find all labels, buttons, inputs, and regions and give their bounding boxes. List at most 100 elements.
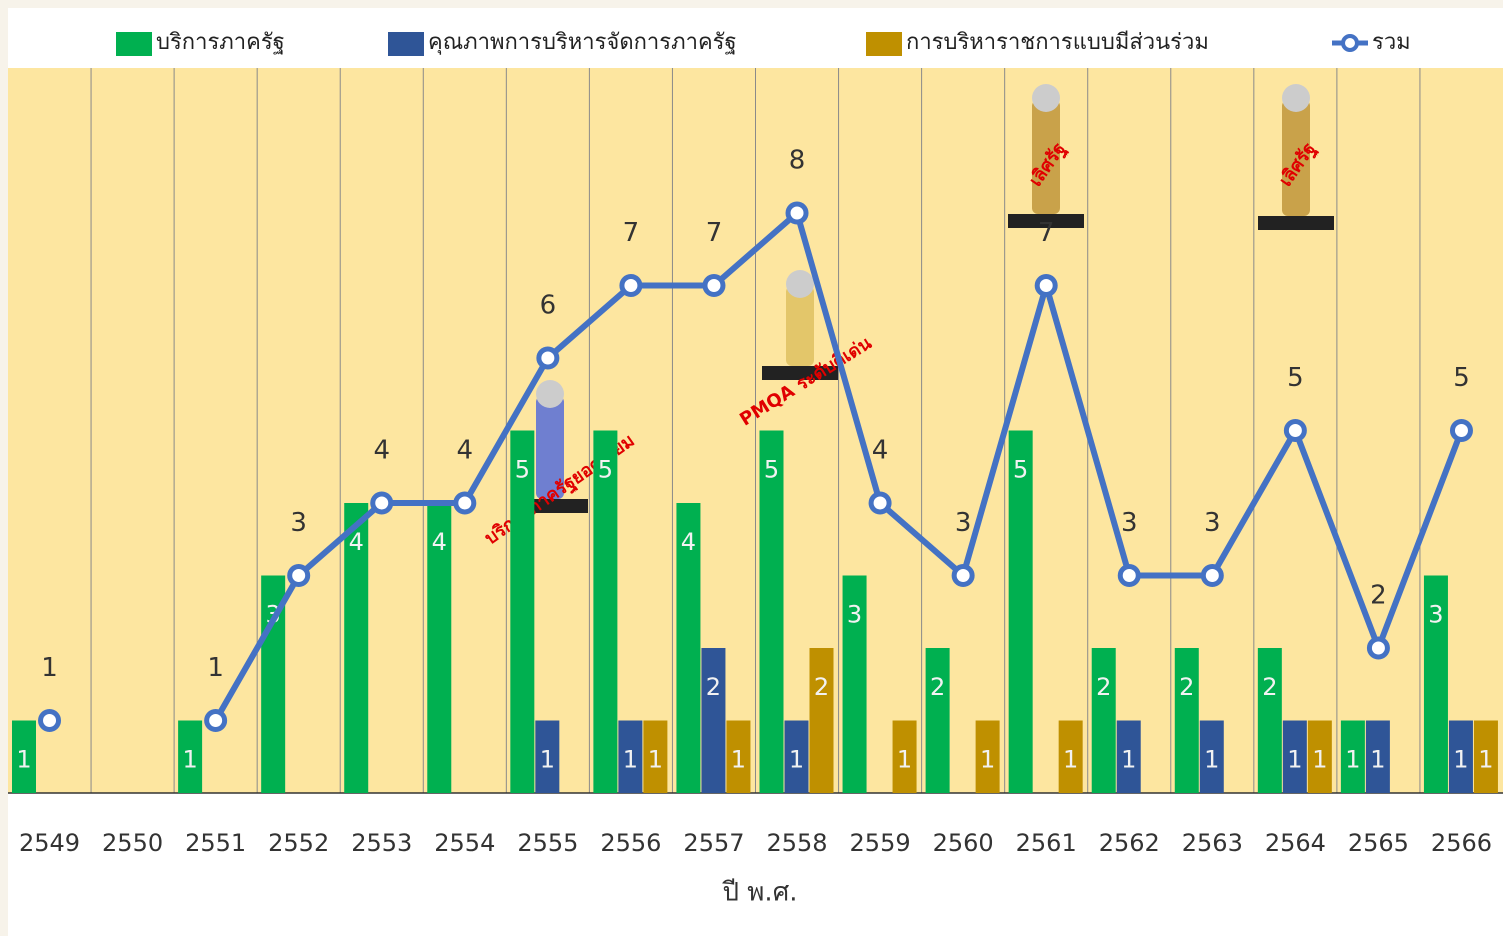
bar [593, 431, 617, 794]
trophy-top [536, 380, 564, 408]
legend-label: บริการภาครัฐ [156, 30, 285, 55]
bar-value-label: 1 [16, 746, 31, 774]
line-marker [954, 567, 972, 585]
line-value-label: 3 [1204, 508, 1221, 538]
line-marker [1452, 422, 1470, 440]
x-tick-label: 2549 [19, 829, 80, 857]
line-value-label: 7 [623, 218, 640, 248]
line-marker [1037, 277, 1055, 295]
x-axis-title: ปี พ.ศ. [721, 878, 797, 908]
bar-value-label: 5 [515, 456, 530, 484]
bar-value-label: 1 [980, 746, 995, 774]
line-value-label: 7 [706, 218, 723, 248]
bar [1258, 648, 1282, 793]
line-value-label: 3 [955, 508, 972, 538]
trophy-base [1258, 216, 1334, 230]
line-marker [1203, 567, 1221, 585]
bar [1175, 648, 1199, 793]
bar [760, 431, 784, 794]
line-value-label: 4 [872, 436, 889, 466]
legend-label: รวม [1372, 30, 1411, 55]
x-tick-label: 2557 [683, 829, 744, 857]
line-marker [456, 494, 474, 512]
legend-swatch [388, 32, 424, 56]
x-tick-label: 2559 [850, 829, 911, 857]
x-tick-label: 2560 [933, 829, 994, 857]
legend-label: การบริหาราชการแบบมีส่วนร่วม [906, 30, 1209, 55]
legend-swatch [866, 32, 902, 56]
bar [1009, 431, 1033, 794]
chart: ปี พ.ศ. 25492550255125522553255425552556… [0, 0, 1503, 936]
bar [926, 648, 950, 793]
bar-value-label: 1 [1478, 746, 1493, 774]
line-value-label: 2 [1370, 581, 1387, 611]
x-tick-label: 2555 [517, 829, 578, 857]
line-marker [41, 712, 59, 730]
legend-swatch [116, 32, 152, 56]
line-marker [788, 204, 806, 222]
line-marker [705, 277, 723, 295]
bar-value-label: 2 [814, 673, 829, 701]
bar-value-label: 3 [1428, 601, 1443, 629]
trophy-top [1032, 84, 1060, 112]
trophy-top [786, 270, 814, 298]
bar-value-label: 1 [1453, 746, 1468, 774]
x-tick-label: 2565 [1348, 829, 1409, 857]
bar-value-label: 1 [789, 746, 804, 774]
x-tick-label: 2554 [434, 829, 495, 857]
line-marker [290, 567, 308, 585]
x-tick-label: 2563 [1182, 829, 1243, 857]
bar-value-label: 1 [1287, 746, 1302, 774]
line-marker [539, 349, 557, 367]
line-value-label: 3 [290, 508, 307, 538]
line-marker [871, 494, 889, 512]
legend-marker [1343, 36, 1357, 50]
line-value-label: 3 [1121, 508, 1138, 538]
bar-value-label: 1 [623, 746, 638, 774]
x-tick-label: 2562 [1099, 829, 1160, 857]
line-value-label: 1 [207, 653, 224, 683]
line-value-label: 5 [1287, 363, 1304, 393]
bar-value-label: 2 [706, 673, 721, 701]
bar-value-label: 5 [598, 456, 613, 484]
line-value-label: 4 [373, 436, 390, 466]
line-value-label: 6 [540, 291, 557, 321]
bar-value-label: 1 [1121, 746, 1136, 774]
line-value-label: 5 [1453, 363, 1470, 393]
bar-value-label: 1 [540, 746, 555, 774]
line-marker [207, 712, 225, 730]
x-tick-label: 2550 [102, 829, 163, 857]
bar-value-label: 3 [847, 601, 862, 629]
bar-value-label: 5 [764, 456, 779, 484]
x-tick-label: 2564 [1265, 829, 1326, 857]
bar-value-label: 1 [731, 746, 746, 774]
line-marker [1120, 567, 1138, 585]
legend-label: คุณภาพการบริหารจัดการภาครัฐ [428, 30, 737, 55]
line-value-label: 1 [41, 653, 58, 683]
line-value-label: 8 [789, 146, 806, 176]
line-marker [373, 494, 391, 512]
bar-value-label: 2 [1262, 673, 1277, 701]
bar-value-label: 2 [1096, 673, 1111, 701]
line-marker [1286, 422, 1304, 440]
bar-value-label: 1 [1312, 746, 1327, 774]
bar [510, 431, 534, 794]
x-tick-label: 2558 [766, 829, 827, 857]
bar-value-label: 2 [1179, 673, 1194, 701]
bar-value-label: 4 [681, 528, 696, 556]
bar-value-label: 1 [182, 746, 197, 774]
line-value-label: 7 [1038, 218, 1055, 248]
x-tick-label: 2556 [600, 829, 661, 857]
bar-value-label: 1 [897, 746, 912, 774]
axis-background [8, 793, 1503, 936]
bar-value-label: 1 [1370, 746, 1385, 774]
line-marker [622, 277, 640, 295]
bar [1092, 648, 1116, 793]
trophy-top [1282, 84, 1310, 112]
bar-value-label: 1 [1345, 746, 1360, 774]
bar-value-label: 1 [1204, 746, 1219, 774]
x-tick-label: 2566 [1431, 829, 1492, 857]
bar [701, 648, 725, 793]
x-tick-label: 2552 [268, 829, 329, 857]
bar-value-label: 5 [1013, 456, 1028, 484]
